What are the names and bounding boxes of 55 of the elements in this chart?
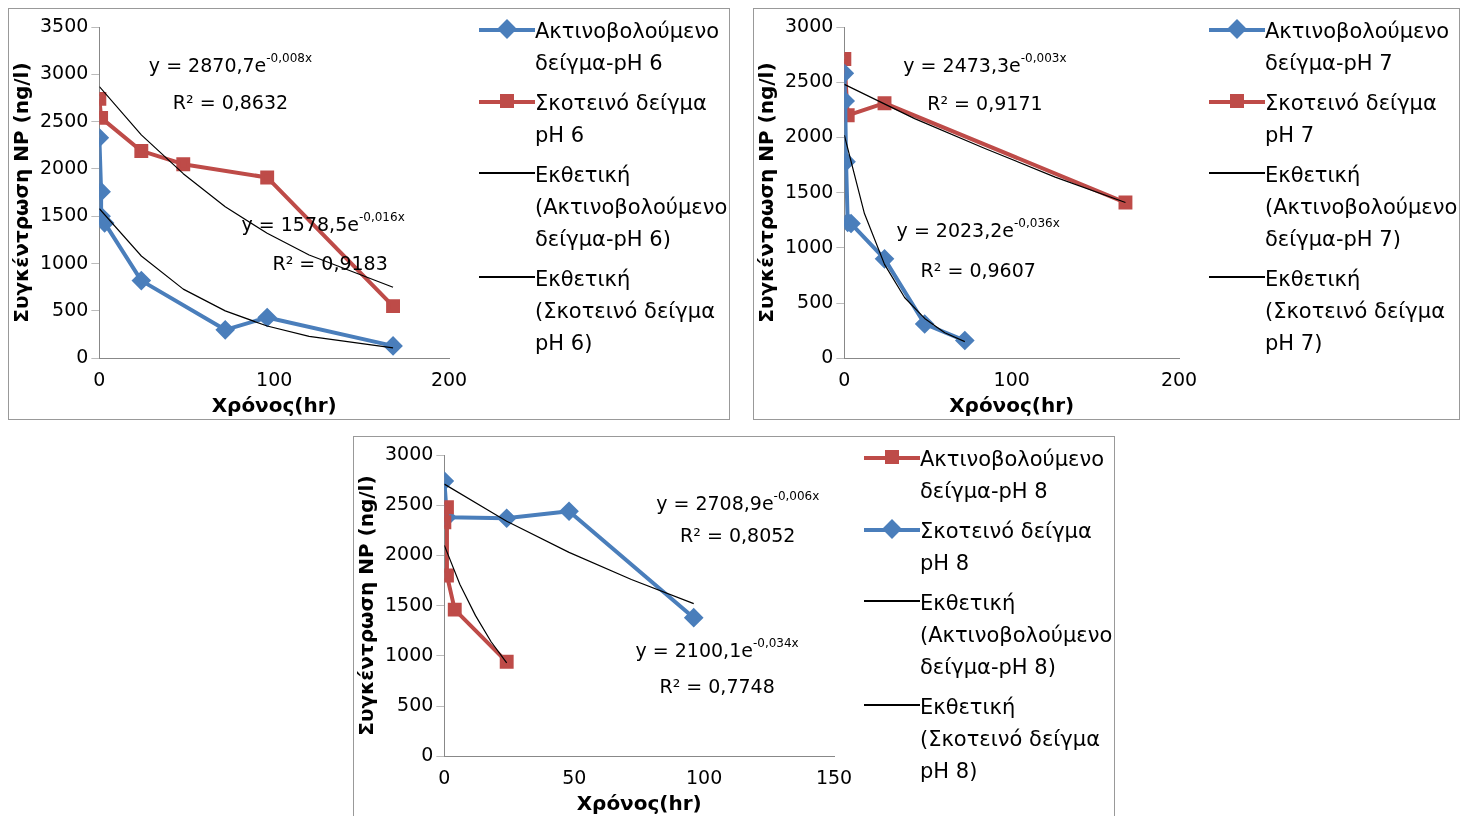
- y-axis-title: Συγκέντρωση NP (ng/l): [9, 62, 34, 323]
- annotation: R² = 0,9171: [927, 92, 1043, 115]
- y-tick-label: 2000: [384, 542, 434, 565]
- y-tick-label: 2000: [784, 124, 834, 147]
- y-tick-label: 2000: [39, 155, 89, 178]
- x-tick-label: 200: [430, 367, 468, 390]
- x-axis-title: Χρόνος(hr): [576, 791, 702, 816]
- x-axis-title: Χρόνος(hr): [211, 393, 337, 418]
- y-tick-label: 0: [76, 345, 89, 368]
- x-tick-label: 0: [838, 367, 851, 390]
- legend-label: Εκθετική (Σκοτεινό δείγμα pH 6): [535, 266, 716, 357]
- y-tick-label: 1500: [784, 179, 834, 202]
- legend-label: Εκθετική (Ακτινοβολούμενο δείγμα-pH 6): [535, 162, 729, 253]
- y-tick-label: 1000: [39, 250, 89, 273]
- annotation: R² = 0,8052: [680, 524, 796, 547]
- y-tick-label: 3000: [384, 441, 434, 464]
- x-tick-label: 100: [685, 765, 723, 788]
- legend-label: Εκθετική (Ακτινοβολούμενο δείγμα-pH 7): [1265, 162, 1459, 253]
- legend-label: Ακτινοβολούμενο δείγμα-pH 8: [920, 446, 1106, 505]
- y-tick-label: 500: [52, 297, 89, 320]
- legend-label: Ακτινοβολούμενο δείγμα-pH 6: [535, 18, 721, 77]
- legend-label: Σκοτεινό δείγμα pH 7: [1265, 90, 1438, 149]
- legend-label: Σκοτεινό δείγμα pH 8: [920, 518, 1093, 577]
- x-tick-label: 100: [993, 367, 1030, 390]
- legend-label: Εκθετική (Ακτινοβολούμενο δείγμα-pH 8): [920, 590, 1114, 681]
- annotation: R² = 0,7748: [659, 674, 775, 697]
- legend-label: Εκθετική (Σκοτεινό δείγμα pH 7): [1265, 266, 1446, 357]
- y-axis-title: Συγκέντρωση NP (ng/l): [754, 62, 779, 323]
- y-tick-label: 500: [797, 289, 834, 312]
- y-tick-label: 1000: [384, 642, 434, 665]
- x-tick-label: 150: [815, 765, 853, 788]
- y-tick-label: 2500: [784, 69, 834, 92]
- y-tick-label: 1500: [39, 203, 89, 226]
- y-tick-label: 2500: [384, 492, 434, 515]
- y-tick-label: 0: [821, 345, 834, 368]
- y-tick-label: 2500: [39, 108, 89, 131]
- y-tick-label: 1500: [384, 592, 434, 615]
- x-tick-label: 0: [93, 367, 106, 390]
- x-tick-label: 200: [1160, 367, 1198, 390]
- y-tick-label: 0: [421, 743, 434, 766]
- y-tick-label: 500: [397, 692, 434, 715]
- y-tick-label: 3000: [784, 13, 834, 36]
- y-tick-label: 1000: [784, 234, 834, 257]
- legend-label: Ακτινοβολούμενο δείγμα-pH 7: [1265, 18, 1451, 77]
- legend-label: Σκοτεινό δείγμα pH 6: [535, 90, 708, 149]
- y-tick-label: 3000: [39, 61, 89, 84]
- x-axis-title: Χρόνος(hr): [949, 393, 1075, 418]
- legend-label: Εκθετική (Σκοτεινό δείγμα pH 8): [920, 694, 1101, 785]
- y-axis-title: Συγκέντρωση NP (ng/l): [354, 475, 379, 736]
- annotation: R² = 0,8632: [172, 91, 289, 114]
- x-tick-label: 50: [562, 765, 587, 788]
- x-tick-label: 0: [438, 765, 451, 788]
- annotation: R² = 0,9607: [920, 259, 1036, 282]
- x-tick-label: 100: [256, 367, 293, 390]
- y-tick-label: 3500: [39, 13, 89, 36]
